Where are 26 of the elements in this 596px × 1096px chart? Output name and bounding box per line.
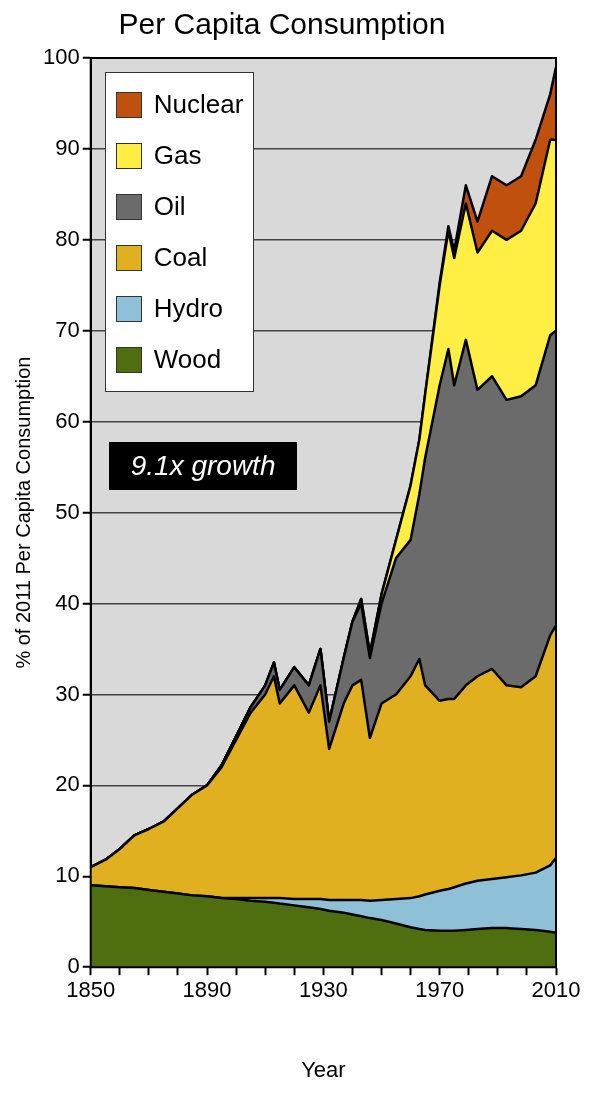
chart-title: Per Capita Consumption	[118, 7, 446, 41]
x-tick-label: 1850	[66, 977, 116, 1003]
legend-label: Gas	[153, 140, 202, 171]
x-axis-title: Year	[301, 1056, 346, 1082]
y-tick-label: 80	[55, 225, 80, 251]
y-tick-label: 70	[55, 316, 80, 342]
x-tick-label: 1930	[298, 977, 348, 1003]
y-tick-label: 30	[55, 680, 80, 706]
y-tick-label: 40	[55, 589, 80, 615]
y-tick-label: 0	[67, 953, 80, 979]
legend-label: Nuclear	[153, 89, 244, 120]
annotation: 9.1x growth	[108, 442, 298, 490]
y-tick-label: 10	[55, 862, 80, 888]
y-tick-label: 90	[55, 134, 80, 160]
x-tick-label: 1890	[182, 977, 232, 1003]
y-tick-label: 20	[55, 771, 80, 797]
y-tick-label: 100	[42, 44, 80, 70]
legend-label: Wood	[153, 344, 222, 375]
y-axis-title: % of 2011 Per Capita Consumption	[11, 356, 34, 669]
y-tick-label: 60	[55, 407, 80, 433]
legend-label: Hydro	[153, 293, 224, 324]
legend-label: Coal	[153, 242, 208, 273]
x-tick-label: 2010	[531, 977, 581, 1003]
x-tick-label: 1970	[415, 977, 465, 1003]
y-tick-label: 50	[55, 498, 80, 524]
legend-label: Oil	[153, 191, 186, 222]
